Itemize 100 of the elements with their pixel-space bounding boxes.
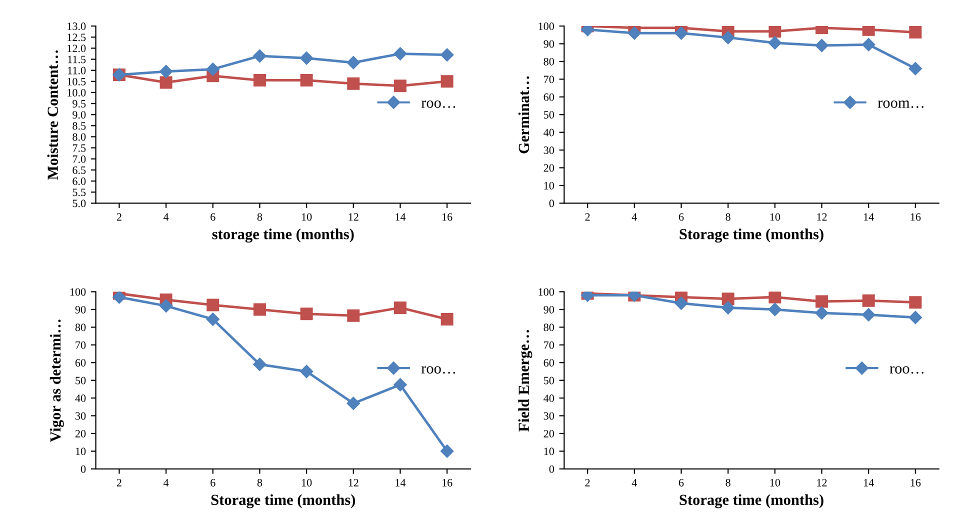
y-tick-label: 6.0 xyxy=(72,178,86,186)
y-tick-label: 9.5 xyxy=(72,100,86,108)
y-tick-label: 30 xyxy=(544,146,554,154)
x-tick-label: 2 xyxy=(116,478,122,486)
x-axis-title: storage time (months) xyxy=(212,228,354,243)
point xyxy=(346,56,360,70)
y-tick-label: 80 xyxy=(544,324,554,332)
y-tick-label: 20 xyxy=(544,430,554,438)
point xyxy=(300,52,314,65)
point xyxy=(159,299,173,313)
y-tick-label: 90 xyxy=(75,306,86,314)
y-axis-title: Field Emerge… xyxy=(518,330,532,432)
legend-label: roo… xyxy=(421,100,456,108)
point xyxy=(160,76,172,89)
point xyxy=(346,396,360,410)
x-axis-title: Storage time (months) xyxy=(680,494,824,508)
y-axis-title: Moisture Content… xyxy=(47,50,58,180)
x-tick-label: 12 xyxy=(348,213,358,221)
y-tick-label: 10 xyxy=(76,448,86,456)
point xyxy=(112,292,126,304)
y-tick-label: 11.5 xyxy=(68,56,86,64)
point xyxy=(440,48,454,62)
point xyxy=(159,64,173,78)
y-tick-label: 7.5 xyxy=(72,144,86,152)
y-tick-label: 30 xyxy=(76,412,86,420)
y-tick-label: 30 xyxy=(544,412,554,420)
x-tick-label: 6 xyxy=(210,213,216,221)
x-tick-label: 8 xyxy=(726,478,730,486)
x-axis-title: Storage time (months) xyxy=(680,228,824,243)
y-tick-label: 10.0 xyxy=(68,88,86,96)
y-tick-label: 60 xyxy=(75,359,86,367)
y-axis-title: Germinat… xyxy=(518,76,530,154)
x-tick-label: 14 xyxy=(864,213,874,221)
y-tick-label: 12.5 xyxy=(68,34,86,42)
point xyxy=(394,378,407,392)
x-tick-label: 16 xyxy=(910,213,921,221)
y-tick-label: 10 xyxy=(544,182,554,190)
legend-label: room… xyxy=(878,100,924,108)
y-tick-label: 100 xyxy=(70,288,86,296)
point xyxy=(394,301,406,314)
y-tick-label: 70 xyxy=(76,341,86,349)
point xyxy=(347,309,360,322)
legend-label: roo… xyxy=(421,366,456,374)
y-tick-label: 60 xyxy=(544,93,554,101)
y-axis-title: Vigor as determi… xyxy=(50,320,64,442)
y-tick-label: 80 xyxy=(75,324,86,332)
y-tick-label: 40 xyxy=(75,394,86,402)
x-tick-label: 2 xyxy=(116,213,122,221)
y-tick-label: 50 xyxy=(544,376,554,384)
y-tick-label: 12.0 xyxy=(68,44,86,52)
x-tick-label: 8 xyxy=(257,213,262,221)
y-tick-label: 100 xyxy=(538,288,554,296)
y-tick-label: 50 xyxy=(544,111,554,119)
y-tick-label: 5.0 xyxy=(72,200,86,208)
x-tick-label: 10 xyxy=(770,478,780,486)
x-tick-label: 14 xyxy=(396,478,406,486)
x-tick-label: 2 xyxy=(585,213,590,221)
x-tick-label: 6 xyxy=(678,213,684,221)
y-tick-label: 0 xyxy=(549,465,554,473)
y-tick-label: 50 xyxy=(76,376,86,384)
y-tick-label: 70 xyxy=(544,341,554,349)
y-tick-label: 90 xyxy=(544,40,554,48)
y-tick-label: 20 xyxy=(75,430,86,438)
y-tick-label: 10 xyxy=(544,448,554,456)
point xyxy=(440,444,454,458)
x-tick-label: 4 xyxy=(163,479,169,486)
x-axis-title: Storage time (months) xyxy=(211,494,356,508)
x-tick-label: 16 xyxy=(442,478,452,486)
point xyxy=(253,358,266,371)
y-tick-label: 9.0 xyxy=(72,111,86,119)
y-tick-label: 13.0 xyxy=(68,22,86,30)
y-tick-label: 20 xyxy=(544,164,554,172)
y-tick-label: 11.0 xyxy=(68,66,86,74)
legend-label: roo… xyxy=(890,366,924,374)
x-tick-label: 14 xyxy=(396,213,406,221)
y-tick-label: 80 xyxy=(544,58,554,66)
point xyxy=(206,62,220,76)
x-tick-label: 4 xyxy=(632,213,638,221)
x-tick-label: 6 xyxy=(678,478,684,486)
point xyxy=(253,74,266,87)
y-tick-label: 90 xyxy=(544,306,554,314)
point xyxy=(300,74,313,87)
x-tick-label: 12 xyxy=(817,213,827,221)
x-tick-label: 10 xyxy=(770,213,780,221)
point xyxy=(300,364,314,378)
point xyxy=(347,77,360,90)
point xyxy=(206,298,220,312)
x-tick-label: 4 xyxy=(632,479,638,486)
point xyxy=(440,312,454,326)
x-tick-label: 14 xyxy=(864,478,874,486)
x-tick-label: 6 xyxy=(210,478,216,486)
y-tick-label: 0 xyxy=(80,465,86,473)
y-tick-label: 5.5 xyxy=(72,188,86,196)
point xyxy=(253,49,266,63)
y-tick-label: 6.5 xyxy=(72,166,86,174)
y-tick-label: 8.0 xyxy=(72,133,86,141)
x-tick-label: 10 xyxy=(302,213,312,221)
y-tick-label: 8.5 xyxy=(72,122,86,130)
y-tick-label: 10.5 xyxy=(68,78,86,86)
point xyxy=(253,303,266,316)
